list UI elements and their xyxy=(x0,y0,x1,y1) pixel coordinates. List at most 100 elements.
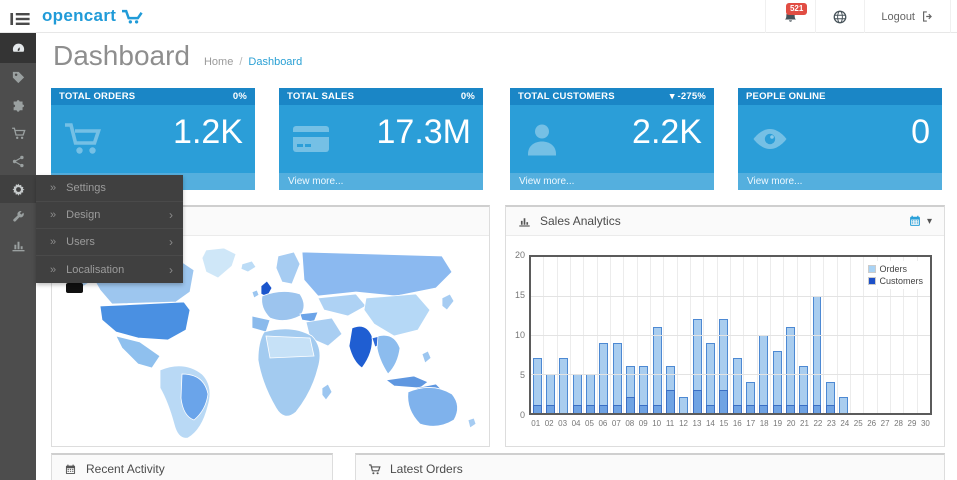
legend-entry-orders: Orders xyxy=(868,263,923,275)
sales-analytics-panel: Sales Analytics ▾ Orders Customers 0 5 10 15… xyxy=(505,205,945,447)
orders-bar xyxy=(532,358,542,413)
submenu-item-users[interactable]: » Users › xyxy=(36,229,183,256)
sales-analytics-header: Sales Analytics ▾ xyxy=(506,207,944,236)
stores-button[interactable] xyxy=(815,0,864,33)
x-axis-tick-label: 03 xyxy=(558,419,568,428)
x-axis-tick-label: 26 xyxy=(867,419,877,428)
chevron-down-icon: ▾ xyxy=(926,215,932,227)
x-axis-tick-label: 19 xyxy=(773,419,783,428)
x-axis-tick-label: 21 xyxy=(800,419,809,428)
sidebar-item-catalog[interactable] xyxy=(0,63,36,91)
page-title: Dashboard xyxy=(53,40,190,71)
sidebar-item-system[interactable] xyxy=(0,175,36,203)
orders-bar xyxy=(719,319,729,413)
stat-card-header: PEOPLE ONLINE xyxy=(738,88,942,105)
submenu-item-settings[interactable]: » Settings xyxy=(36,175,183,202)
orders-bar xyxy=(785,327,795,413)
share-icon xyxy=(12,155,24,167)
customers-bar xyxy=(666,389,675,413)
menu-toggle-button[interactable] xyxy=(8,7,32,27)
x-axis-tick-label: 09 xyxy=(638,419,648,428)
stat-card-change: 0% xyxy=(232,91,247,102)
page-heading: Dashboard Home / Dashboard xyxy=(53,40,302,72)
logo-cart-icon xyxy=(122,9,143,24)
y-axis-tick-label: 20 xyxy=(514,250,525,260)
view-more-link[interactable]: View more... xyxy=(510,173,714,190)
stat-card-body: 2.2K xyxy=(510,105,714,173)
orders-bar xyxy=(652,327,662,413)
stat-card-title: TOTAL ORDERS xyxy=(59,91,136,102)
x-axis-tick-label: 11 xyxy=(665,419,675,428)
sidebar-nav xyxy=(0,33,36,480)
orders-bar xyxy=(666,366,675,413)
customers-bar xyxy=(626,397,635,413)
orders-bar xyxy=(559,358,569,413)
stat-card-value: 2.2K xyxy=(632,113,702,151)
submenu-item-label: Settings xyxy=(66,182,106,194)
logout-button[interactable]: Logout xyxy=(864,0,951,33)
x-axis-tick-label: 17 xyxy=(746,419,756,428)
sales-chart-plot: Orders Customers xyxy=(529,255,932,415)
breadcrumb-home-link[interactable]: Home xyxy=(203,56,234,68)
stat-card-people-online: PEOPLE ONLINE 0 View more... xyxy=(738,88,942,190)
customers-bar xyxy=(772,405,782,413)
logo-text: opencart xyxy=(42,6,117,25)
stat-card-value: 0 xyxy=(911,113,930,151)
customers-bar xyxy=(785,405,795,413)
legend-swatch xyxy=(868,265,877,273)
orders-bar xyxy=(705,342,715,413)
credit-card-icon xyxy=(291,119,331,159)
double-chevron-icon: » xyxy=(50,182,57,194)
submenu-item-localisation[interactable]: » Localisation › xyxy=(36,256,183,283)
opencart-logo[interactable]: opencart xyxy=(42,6,143,26)
legend-entry-customers: Customers xyxy=(868,275,923,287)
submenu-item-label: Users xyxy=(66,236,95,248)
legend-swatch xyxy=(868,277,877,285)
y-axis-tick-label: 0 xyxy=(519,410,525,420)
notifications-button[interactable]: 521 xyxy=(765,0,815,33)
orders-bar xyxy=(626,366,635,413)
x-axis-tick-label: 16 xyxy=(732,419,742,428)
map-zoom-control[interactable] xyxy=(66,283,83,293)
breadcrumb: Home / Dashboard xyxy=(204,56,302,68)
x-axis-tick-label: 10 xyxy=(652,419,662,428)
sidebar-item-sales[interactable] xyxy=(0,119,36,147)
system-submenu: » Settings » Design › » Users › » Localisation › xyxy=(36,175,183,283)
sign-out-icon xyxy=(923,11,932,22)
customers-bar xyxy=(586,405,595,413)
sidebar-item-tools[interactable] xyxy=(0,203,36,231)
orders-bar xyxy=(825,381,835,413)
breadcrumb-current-link[interactable]: Dashboard xyxy=(248,56,303,68)
view-more-link[interactable]: View more... xyxy=(738,173,942,190)
user-icon xyxy=(522,119,562,159)
sidebar-item-extensions[interactable] xyxy=(0,91,36,119)
customers-bar xyxy=(812,405,822,413)
sidebar-item-reports[interactable] xyxy=(0,231,36,259)
customers-bar xyxy=(639,405,649,413)
view-more-link[interactable]: View more... xyxy=(279,173,483,190)
sidebar-item-dashboard[interactable] xyxy=(0,33,36,63)
x-axis-tick-label: 05 xyxy=(585,419,594,428)
orders-bar xyxy=(812,296,822,413)
submenu-item-label: Design xyxy=(66,209,101,221)
notification-badge: 521 xyxy=(785,3,808,15)
stat-card-change: ▾ -275% xyxy=(669,91,706,102)
date-range-dropdown[interactable]: ▾ xyxy=(908,214,932,228)
gear-icon xyxy=(12,183,24,196)
customers-bar xyxy=(546,405,555,413)
x-axis-tick-label: 13 xyxy=(692,419,702,428)
orders-bar xyxy=(732,358,742,413)
sidebar-item-marketing[interactable] xyxy=(0,147,36,175)
double-chevron-icon: » xyxy=(50,263,57,276)
legend-label: Orders xyxy=(879,264,907,274)
customers-bar xyxy=(692,389,702,413)
orders-bar xyxy=(772,350,782,413)
submenu-item-label: Localisation xyxy=(66,263,125,276)
bar-chart-icon xyxy=(519,217,530,227)
x-axis-tick-label: 22 xyxy=(813,419,823,428)
orders-bar xyxy=(612,342,622,413)
submenu-item-design[interactable]: » Design › xyxy=(36,202,183,229)
hamburger-icon xyxy=(10,13,30,25)
customers-bar xyxy=(825,405,835,413)
globe-icon xyxy=(833,10,847,23)
